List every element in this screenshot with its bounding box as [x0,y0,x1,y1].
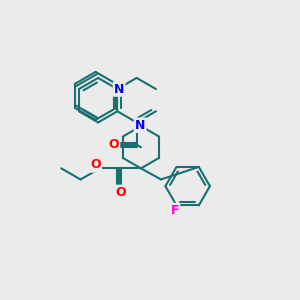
Text: N: N [135,119,145,132]
Text: O: O [90,158,101,171]
Text: N: N [114,82,124,95]
Text: O: O [115,186,126,199]
Text: O: O [108,138,119,151]
Text: F: F [171,204,179,217]
